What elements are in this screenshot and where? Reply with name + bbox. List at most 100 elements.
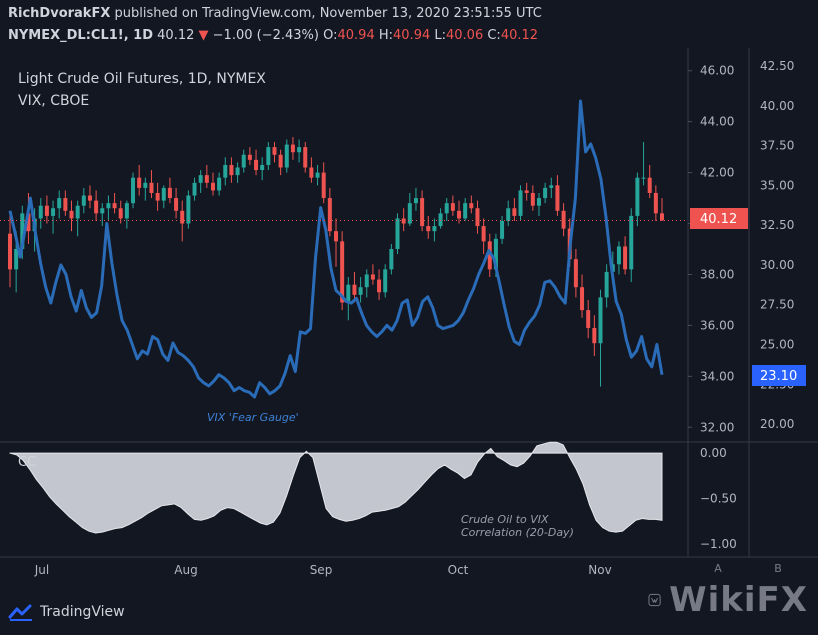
vix-series-line — [8, 99, 664, 399]
ohlc-line: NYMEX_DL:CL1!, 1D 40.12 ▼ −1.00 (−2.43%)… — [8, 28, 538, 43]
oil-y-tick-label: 34.00 — [700, 369, 734, 383]
change-value: −1.00 (−2.43%) — [212, 28, 319, 43]
candle-body — [530, 192, 535, 206]
candle-body — [247, 154, 252, 160]
candle-body — [426, 226, 431, 232]
candle-body — [438, 213, 443, 227]
candle-body — [186, 195, 191, 224]
candle-body — [395, 218, 400, 249]
oil-last-badge-text: 40.12 — [700, 212, 737, 227]
candle-body — [235, 167, 240, 176]
candle-body — [192, 182, 197, 196]
candle-body — [44, 205, 49, 216]
candle-body — [94, 200, 99, 214]
vix-price-axis[interactable]: 42.50 40.00 37.50 35.00 32.50 30.00 27.50 25.00… — [760, 59, 794, 431]
candle-body — [340, 241, 345, 303]
candle-body — [321, 172, 326, 199]
candle-body — [278, 154, 283, 168]
candle-body — [149, 182, 154, 193]
change-arrow-icon: ▼ — [198, 28, 209, 43]
candle-body — [457, 210, 462, 219]
correlation-area-fill — [9, 441, 663, 534]
cc-pane-label[interactable]: CC — [18, 455, 36, 470]
x-axis: Jul Aug Sep Oct Nov — [34, 563, 612, 577]
candle-body — [223, 164, 228, 178]
candle-body — [180, 210, 185, 224]
oil-candles[interactable] — [8, 136, 664, 387]
candle-body — [629, 215, 634, 270]
chart-area[interactable]: Jul Aug Sep Oct Nov 46.00 44.00 42.00 40.00 38.0… — [0, 48, 818, 588]
candle-body — [444, 203, 449, 214]
candle-body — [475, 208, 480, 227]
x-tick-label: Sep — [310, 563, 333, 577]
candle-body — [561, 210, 566, 229]
vix-y-tick-label: 42.50 — [760, 59, 794, 73]
symbol-label[interactable]: NYMEX_DL:CL1!, 1D — [8, 28, 154, 43]
vix-line[interactable] — [8, 99, 664, 399]
vix-last-badge — [752, 365, 806, 386]
candle-body — [653, 192, 658, 214]
low-value: 40.06 — [446, 28, 484, 43]
oil-y-tick-label: 36.00 — [700, 318, 734, 332]
pane-a-button[interactable]: A — [714, 562, 722, 575]
candle-body — [204, 175, 209, 183]
correlation-area[interactable] — [9, 441, 663, 534]
candle-body — [63, 198, 68, 211]
candle-body — [241, 154, 246, 168]
legend-vix[interactable]: VIX, CBOE — [18, 93, 89, 109]
candle-body — [297, 147, 302, 153]
candle-body — [57, 198, 62, 209]
candle-body — [112, 203, 117, 209]
candle-body — [106, 203, 111, 209]
oil-y-tick-label: 32.00 — [700, 420, 734, 434]
tradingview-logo[interactable]: TradingView — [8, 600, 125, 624]
candle-body — [463, 203, 468, 219]
candle-body — [506, 208, 511, 221]
candle-body — [389, 249, 394, 270]
candle-body — [167, 187, 172, 199]
candle-body — [75, 205, 80, 219]
candle-body — [51, 208, 56, 216]
candle-body — [598, 297, 603, 344]
candle-body — [8, 233, 12, 270]
candle-body — [290, 144, 295, 153]
candle-body — [38, 205, 43, 219]
candle-body — [660, 213, 664, 221]
candle-body — [254, 159, 259, 171]
publish-line: RichDvorakFX published on TradingView.co… — [8, 6, 542, 21]
vix-y-tick-label: 25.00 — [760, 338, 794, 352]
candle-body — [493, 238, 498, 270]
author-name[interactable]: RichDvorakFX — [8, 6, 111, 21]
oil-last-badge — [690, 208, 748, 229]
legend-oil[interactable]: Light Crude Oil Futures, 1D, NYMEX — [18, 71, 266, 87]
vix-y-tick-label: 32.50 — [760, 218, 794, 232]
oil-y-tick-label: 44.00 — [700, 115, 734, 129]
candle-body — [309, 167, 314, 178]
candle-body — [334, 231, 338, 242]
candle-body — [549, 185, 554, 188]
wikifx-watermark: WikiFX — [648, 574, 808, 626]
oil-y-tick-label: 42.00 — [700, 166, 734, 180]
candle-body — [487, 241, 492, 270]
candle-body — [518, 190, 523, 216]
vix-y-tick-label: 35.00 — [760, 178, 794, 192]
candle-body — [524, 190, 529, 193]
close-label: C: — [487, 28, 501, 43]
high-label: H: — [378, 28, 394, 43]
pane-b-button[interactable]: B — [774, 562, 782, 575]
wikifx-logo-icon — [648, 593, 661, 607]
candle-body — [266, 147, 271, 165]
candle-body — [210, 182, 215, 191]
open-value: 40.94 — [337, 28, 375, 43]
candle-body — [512, 208, 517, 216]
candle-body — [383, 269, 388, 293]
last-price: 40.12 — [157, 28, 195, 43]
close-value: 40.12 — [500, 28, 539, 43]
corr-annotation-1: Crude Oil to VIX — [461, 513, 549, 526]
vix-y-tick-label: 27.50 — [760, 298, 794, 312]
candle-body — [543, 187, 548, 199]
candle-body — [284, 144, 289, 168]
cc-price-axis[interactable]: 0.00 −0.50 −1.00 — [700, 446, 737, 551]
candle-body — [450, 203, 455, 211]
